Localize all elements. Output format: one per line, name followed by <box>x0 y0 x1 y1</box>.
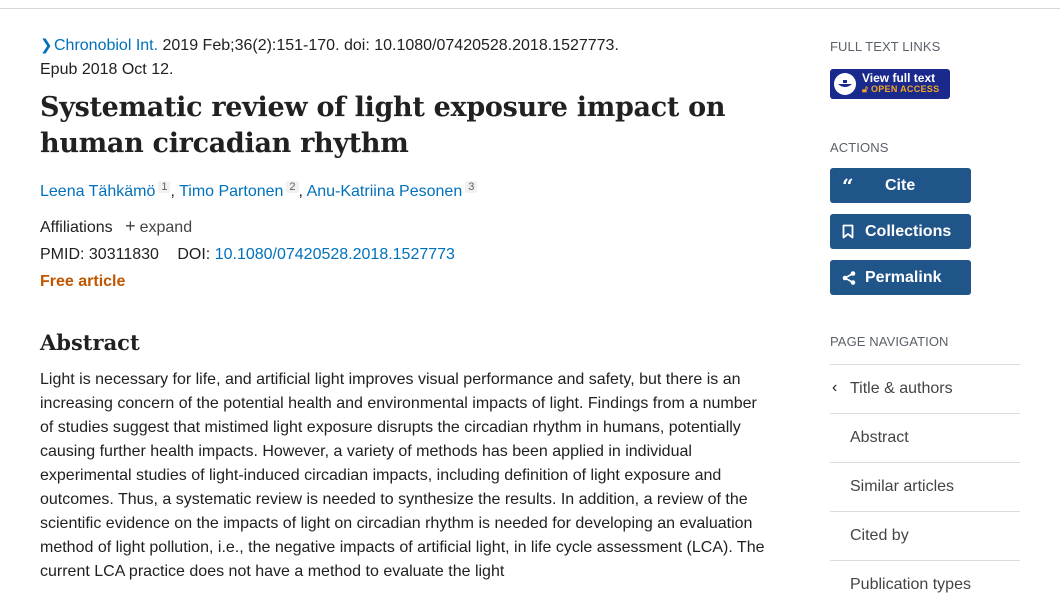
page-navigation: ‹ Title & authors Abstract Similar artic… <box>830 364 1020 600</box>
affiliation-ref[interactable]: 1 <box>158 181 171 193</box>
chevron-right-icon[interactable]: ❯ <box>40 37 53 54</box>
author-list: Leena Tähkämö 1, Timo Partonen 2, Anu-Katr… <box>40 176 770 203</box>
page-title: Systematic review of light exposure impa… <box>40 90 770 162</box>
nav-item-abstract[interactable]: Abstract <box>830 414 1020 463</box>
chevron-left-icon: ‹ <box>832 379 838 396</box>
plus-icon: + <box>125 216 136 236</box>
epub-date: Epub 2018 Oct 12. <box>40 61 174 78</box>
title-line-1: Systematic review of light exposure impa… <box>40 92 726 123</box>
page-navigation-heading: PAGE NAVIGATION <box>830 334 949 349</box>
header-divider <box>0 8 1060 9</box>
full-text-links-heading: FULL TEXT LINKS <box>830 39 941 54</box>
collections-button[interactable]: Collections <box>830 214 971 249</box>
share-icon <box>842 270 860 285</box>
nav-item-similar-articles[interactable]: Similar articles <box>830 463 1020 512</box>
cite-button[interactable]: “ Cite <box>830 168 971 203</box>
sidebar: FULL TEXT LINKS View full text 🔓︎ OPEN A… <box>830 38 1020 600</box>
abstract-text: Light is necessary for life, and artific… <box>40 371 765 580</box>
free-article-badge: Free article <box>40 273 126 290</box>
author-link[interactable]: Timo Partonen <box>179 183 284 200</box>
view-full-text-button[interactable]: View full text 🔓︎ OPEN ACCESS <box>830 69 950 99</box>
affiliation-ref[interactable]: 3 <box>465 181 478 193</box>
abstract-heading: Abstract <box>40 330 140 355</box>
nav-item-title-authors[interactable]: ‹ Title & authors <box>830 365 1020 414</box>
article-main: ❯Chronobiol Int. 2019 Feb;36(2):151-170.… <box>40 34 770 584</box>
pmid-value: 30311830 <box>88 246 159 263</box>
citation-details: 2019 Feb;36(2):151-170. doi: 10.1080/074… <box>158 37 619 54</box>
citation: ❯Chronobiol Int. 2019 Feb;36(2):151-170.… <box>40 34 770 82</box>
nav-item-cited-by[interactable]: Cited by <box>830 512 1020 561</box>
affiliation-ref[interactable]: 2 <box>286 181 299 193</box>
doi-label: DOI: <box>177 246 211 263</box>
publisher-logo-icon <box>834 73 856 95</box>
doi-link[interactable]: 10.1080/07420528.2018.1527773 <box>214 246 455 263</box>
author-link[interactable]: Anu-Katriina Pesonen <box>306 183 463 200</box>
affiliations-row: Affiliations + expand <box>40 215 770 239</box>
pmid-label: PMID: <box>40 246 85 263</box>
quote-icon: “ <box>842 173 854 198</box>
actions-heading: ACTIONS <box>830 140 889 155</box>
journal-link[interactable]: Chronobiol Int. <box>54 37 159 54</box>
nav-item-publication-types[interactable]: Publication types <box>830 561 1020 600</box>
permalink-button[interactable]: Permalink <box>830 260 971 295</box>
open-access-label: 🔓︎ OPEN ACCESS <box>862 84 940 94</box>
title-line-2: human circadian rhythm <box>40 128 409 159</box>
affiliations-label: Affiliations <box>40 219 113 236</box>
bookmark-icon <box>842 224 860 239</box>
full-text-label: View full text <box>862 71 936 85</box>
expand-affiliations-button[interactable]: + expand <box>125 216 193 236</box>
author-link[interactable]: Leena Tähkämö <box>40 183 156 200</box>
identifiers: PMID: 30311830 DOI: 10.1080/07420528.201… <box>40 244 770 266</box>
